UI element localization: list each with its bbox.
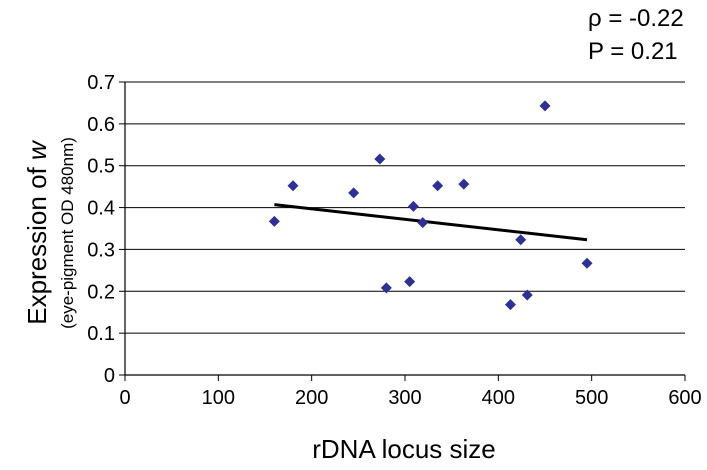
y-tick-label: 0.3 xyxy=(87,239,115,261)
data-point xyxy=(539,100,551,112)
data-point xyxy=(581,257,593,269)
data-point xyxy=(521,289,533,301)
trendline xyxy=(274,203,588,242)
y-tick-label: 0 xyxy=(104,365,115,387)
data-point xyxy=(404,276,416,288)
data-point xyxy=(515,234,527,246)
correlation-rho-label: ρ = -0.22 xyxy=(588,5,684,32)
x-axis-title: rDNA locus size xyxy=(312,434,496,464)
data-point xyxy=(268,215,280,227)
y-axis-title-variable: w xyxy=(22,139,52,160)
p-value-label: P = 0.21 xyxy=(588,38,678,65)
x-tick-label: 300 xyxy=(388,387,421,409)
y-tick-label: 0.6 xyxy=(87,114,115,136)
y-axis-subtitle: (eye-pigment OD 480nm) xyxy=(58,137,77,329)
x-tick-label: 400 xyxy=(482,387,515,409)
y-axis-title-main: Expression of xyxy=(22,160,52,325)
data-point xyxy=(504,299,516,311)
data-point xyxy=(432,180,444,192)
x-tick-label: 500 xyxy=(575,387,608,409)
y-tick-label: 0.1 xyxy=(87,323,115,345)
y-axis-subtitle-group: (eye-pigment OD 480nm) xyxy=(58,137,77,329)
data-point xyxy=(407,200,419,212)
y-tick-label: 0.5 xyxy=(87,156,115,178)
data-point xyxy=(380,282,392,294)
axes xyxy=(119,81,686,381)
gridlines xyxy=(125,81,685,334)
x-tick-label: 600 xyxy=(668,387,701,409)
y-tick-label: 0.4 xyxy=(87,198,115,220)
tick-labels: 0 0.1 0.2 0.3 0.4 0.5 0.6 0.7 0 100 200 300 400 500 60… xyxy=(87,72,702,409)
y-tick-label: 0.2 xyxy=(87,281,115,303)
y-tick-label: 0.7 xyxy=(87,72,115,94)
data-point xyxy=(348,187,360,199)
data-point xyxy=(374,153,386,165)
data-point xyxy=(458,178,470,190)
x-tick-label: 100 xyxy=(202,387,235,409)
y-axis-title-group: Expression of w xyxy=(22,139,52,325)
data-point xyxy=(417,217,429,229)
x-tick-label: 200 xyxy=(295,387,328,409)
data-point xyxy=(287,180,299,192)
y-axis-title: Expression of w xyxy=(22,139,52,325)
x-tick-label: 0 xyxy=(119,387,130,409)
data-points xyxy=(268,100,593,311)
trendline-layer xyxy=(274,203,588,242)
